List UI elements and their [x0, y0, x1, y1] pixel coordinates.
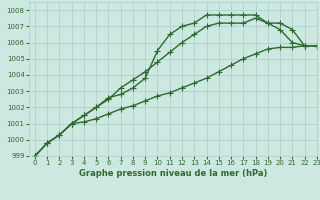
X-axis label: Graphe pression niveau de la mer (hPa): Graphe pression niveau de la mer (hPa)	[79, 169, 267, 178]
